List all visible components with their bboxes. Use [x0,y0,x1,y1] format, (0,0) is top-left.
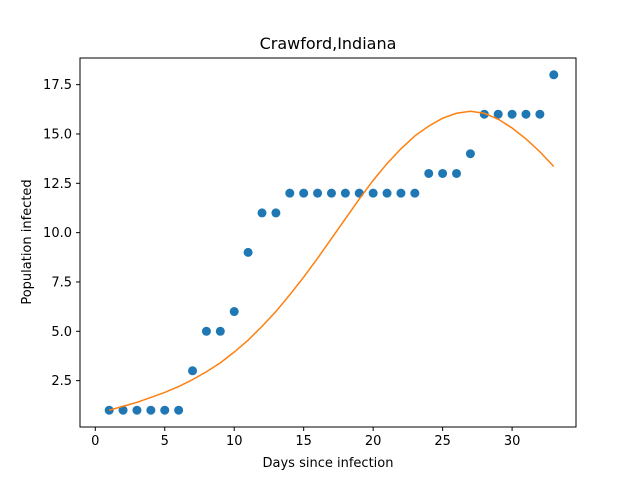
plot-area [104,70,559,415]
data-point [479,109,489,119]
data-point [326,188,336,198]
data-point [118,405,128,415]
data-point [299,188,309,198]
y-axis-title: Population infected [20,179,35,304]
chart-title: Crawford,Indiana [260,34,397,53]
y-tick-label: 15.0 [43,127,72,142]
data-point [229,307,239,317]
data-point [201,326,211,336]
data-point [354,188,364,198]
x-tick-label: 5 [161,434,169,449]
x-axis-title: Days since infection [263,456,394,471]
data-point [368,188,378,198]
data-point [146,405,156,415]
data-point [521,109,531,119]
fit-curve-line [108,110,555,411]
x-tick-label: 0 [91,434,99,449]
data-point [257,208,267,218]
data-point [132,405,142,415]
axes-frame [79,57,577,428]
y-tick-label: 10.0 [43,226,72,241]
data-point [535,109,545,119]
data-point [396,188,406,198]
data-point [465,149,475,159]
data-point [160,405,170,415]
y-tick-label: 2.5 [51,374,72,389]
data-point [410,188,420,198]
x-tick-label: 10 [226,434,243,449]
y-tick-label: 17.5 [43,78,72,93]
y-tick-label: 12.5 [43,177,72,192]
y-tick-label: 5.0 [51,325,72,340]
data-point [452,168,462,178]
x-tick-label: 15 [295,434,312,449]
data-point [493,109,503,119]
data-point [549,70,559,80]
x-tick-label: 25 [434,434,451,449]
x-axis: 0 5 10 15 20 25 30 [91,427,520,449]
y-axis: 2.5 5.0 7.5 10.0 12.5 15.0 17.5 [43,78,80,389]
data-point [313,188,323,198]
data-point [215,326,225,336]
data-point [507,109,517,119]
data-point [243,247,253,257]
data-point [271,208,281,218]
data-point [382,188,392,198]
data-point [174,405,184,415]
y-tick-label: 7.5 [51,275,72,290]
data-point [424,168,434,178]
x-tick-label: 20 [365,434,382,449]
data-point [340,188,350,198]
data-point [438,168,448,178]
data-point [285,188,295,198]
x-tick-label: 30 [504,434,521,449]
data-point [188,366,198,376]
